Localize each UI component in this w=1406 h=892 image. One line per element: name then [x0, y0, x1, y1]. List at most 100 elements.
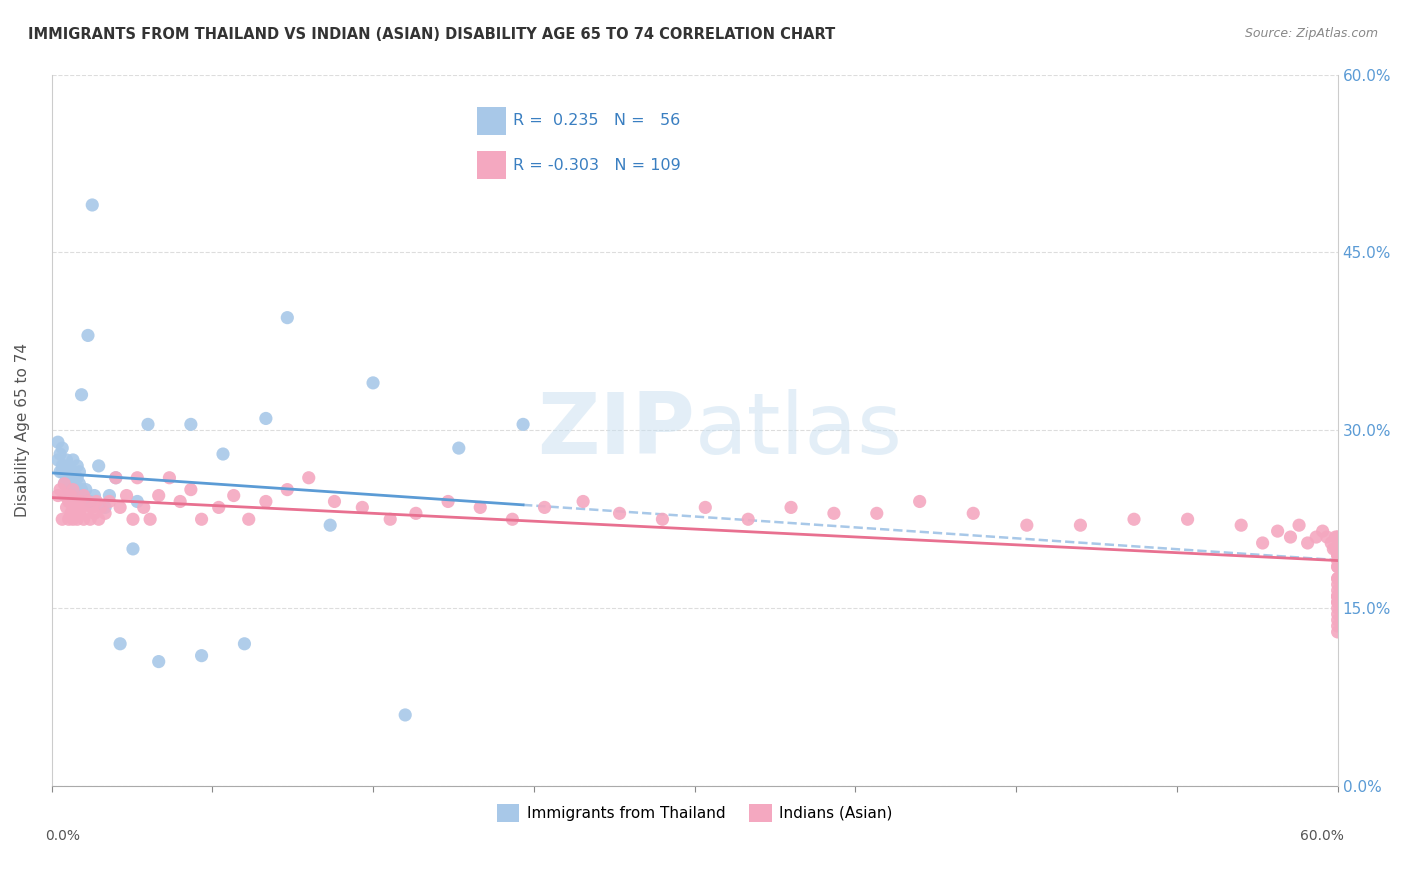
Point — [62, 476, 84, 491]
Point — [70, 500, 93, 515]
Point — [87, 512, 110, 526]
Point — [1326, 613, 1348, 627]
Point — [866, 506, 889, 520]
Point — [49, 465, 72, 479]
Point — [180, 483, 202, 497]
Point — [609, 506, 631, 520]
Point — [447, 441, 470, 455]
Point — [1326, 554, 1348, 568]
Point — [323, 494, 346, 508]
Text: IMMIGRANTS FROM THAILAND VS INDIAN (ASIAN) DISABILITY AGE 65 TO 74 CORRELATION C: IMMIGRANTS FROM THAILAND VS INDIAN (ASIA… — [28, 27, 835, 42]
Point — [1320, 536, 1343, 550]
Point — [180, 417, 202, 432]
Point — [77, 494, 100, 508]
Point — [222, 489, 245, 503]
Point — [1326, 572, 1348, 586]
Point — [169, 494, 191, 508]
Point — [651, 512, 673, 526]
Point — [104, 471, 127, 485]
Point — [780, 500, 803, 515]
Point — [1326, 530, 1348, 544]
Point — [90, 500, 112, 515]
Point — [66, 471, 89, 485]
Point — [46, 453, 69, 467]
Point — [104, 471, 127, 485]
Text: atlas: atlas — [695, 389, 903, 472]
Point — [148, 489, 170, 503]
Point — [1015, 518, 1038, 533]
Point — [77, 328, 100, 343]
Point — [1326, 577, 1348, 591]
Text: 0.0%: 0.0% — [45, 829, 80, 843]
Point — [533, 500, 555, 515]
Point — [1326, 590, 1348, 604]
Point — [58, 512, 80, 526]
Point — [1326, 548, 1348, 562]
Point — [115, 489, 138, 503]
Point — [94, 506, 117, 520]
Point — [75, 483, 97, 497]
Point — [58, 471, 80, 485]
Point — [572, 494, 595, 508]
Point — [148, 655, 170, 669]
Point — [51, 441, 73, 455]
Point — [58, 483, 80, 497]
Point — [55, 453, 77, 467]
Point — [70, 483, 93, 497]
Point — [157, 471, 180, 485]
Point — [122, 541, 145, 556]
Point — [1326, 607, 1348, 622]
Point — [1326, 595, 1348, 609]
Point — [1279, 530, 1302, 544]
Point — [59, 489, 82, 503]
Point — [55, 500, 77, 515]
Point — [62, 483, 84, 497]
Point — [1326, 619, 1348, 633]
Point — [1326, 595, 1348, 609]
Point — [63, 483, 86, 497]
Point — [908, 494, 931, 508]
Point — [83, 506, 105, 520]
Point — [512, 417, 534, 432]
Point — [962, 506, 984, 520]
Point — [470, 500, 492, 515]
Point — [132, 500, 155, 515]
Point — [254, 411, 277, 425]
Point — [75, 506, 97, 520]
Point — [276, 310, 298, 325]
Point — [254, 494, 277, 508]
Point — [55, 465, 77, 479]
Point — [394, 708, 416, 723]
Point — [298, 471, 321, 485]
Point — [59, 476, 82, 491]
Point — [63, 494, 86, 508]
Point — [1305, 530, 1327, 544]
Point — [1069, 518, 1091, 533]
Point — [67, 476, 90, 491]
Point — [1326, 548, 1348, 562]
Text: Source: ZipAtlas.com: Source: ZipAtlas.com — [1244, 27, 1378, 40]
Point — [82, 198, 104, 212]
Point — [437, 494, 460, 508]
Point — [66, 512, 89, 526]
Point — [1296, 536, 1319, 550]
Point — [233, 637, 256, 651]
Point — [501, 512, 523, 526]
Point — [127, 471, 149, 485]
Point — [73, 489, 96, 503]
Point — [122, 512, 145, 526]
Point — [51, 465, 73, 479]
Point — [62, 465, 84, 479]
Point — [53, 489, 76, 503]
Point — [49, 483, 72, 497]
Point — [1326, 530, 1348, 544]
Point — [62, 453, 84, 467]
Point — [87, 458, 110, 473]
Point — [1267, 524, 1289, 538]
Point — [276, 483, 298, 497]
Point — [79, 512, 101, 526]
Point — [1251, 536, 1274, 550]
Text: 60.0%: 60.0% — [1301, 829, 1344, 843]
Point — [1326, 548, 1348, 562]
Point — [67, 494, 90, 508]
